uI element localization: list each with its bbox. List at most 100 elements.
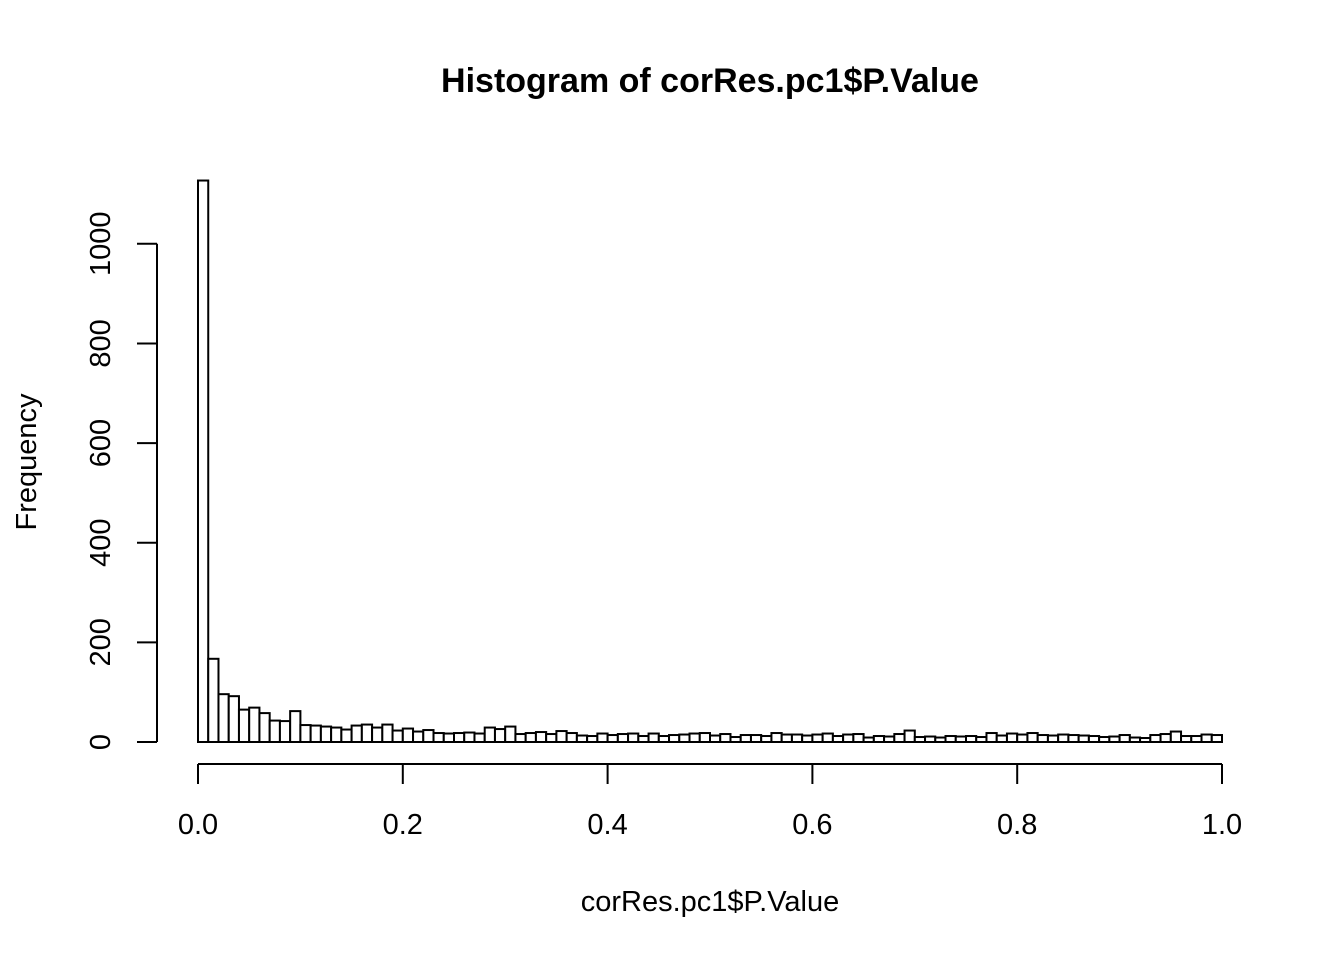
histogram-bar [801, 734, 814, 744]
histogram-bar [483, 726, 496, 743]
histogram-bar [934, 736, 947, 744]
histogram-bar [1169, 730, 1183, 743]
histogram-bar [586, 735, 599, 744]
histogram-bar [575, 734, 589, 744]
histogram-bar [1026, 732, 1039, 744]
histogram-bar [1118, 734, 1131, 744]
histogram-bar [975, 736, 988, 744]
histogram-bar [596, 732, 609, 744]
histogram-bar [1036, 734, 1049, 744]
histogram-bar [1159, 733, 1172, 744]
histogram-bar [657, 735, 671, 744]
histogram-bar [1200, 733, 1213, 744]
histogram-bar [1190, 735, 1203, 744]
histogram-bar [637, 735, 650, 744]
x-axis: 0.0 0.2 0.4 0.6 0.8 1.0 [178, 763, 1242, 841]
histogram-bar [913, 736, 927, 744]
histogram-bar [227, 695, 240, 743]
histogram-bar [432, 732, 445, 744]
histogram-bar [309, 724, 322, 743]
histogram-bar [330, 726, 343, 743]
histogram-bar [401, 727, 415, 743]
histogram-bar [555, 730, 568, 743]
x-tick-label: 0.2 [383, 809, 423, 841]
histogram-bar [504, 725, 517, 743]
histogram-bar [524, 732, 537, 744]
histogram-bar [985, 732, 998, 744]
histogram-bar [698, 732, 712, 744]
y-tick-label: 0 [85, 734, 117, 750]
histogram-bar [770, 732, 783, 744]
histogram-bar [493, 728, 507, 743]
histogram-bar [1005, 732, 1019, 744]
histogram-bar [534, 731, 548, 743]
x-tick-label: 0.4 [587, 809, 627, 841]
y-tick-label: 400 [85, 519, 117, 567]
histogram-bar [709, 734, 722, 744]
histogram-bar [842, 733, 855, 744]
histogram-bar [1180, 735, 1193, 744]
histogram-bar [780, 733, 793, 744]
histogram-bar [739, 734, 752, 744]
histogram-bar [729, 736, 742, 744]
histogram-bar [1210, 734, 1224, 744]
histogram-bar [1098, 736, 1111, 744]
histogram-bar [1057, 733, 1070, 744]
histogram-bar [371, 726, 384, 743]
histogram-bar [1108, 735, 1121, 744]
histogram-bar [954, 735, 968, 744]
histogram-bar [1087, 735, 1101, 744]
histogram-bar [1016, 733, 1029, 744]
histogram-bar [862, 736, 875, 744]
y-tick-label: 800 [85, 319, 117, 367]
histogram-bar [248, 706, 261, 743]
x-tick-label: 1.0 [1202, 809, 1242, 841]
histogram-bar [760, 735, 773, 744]
histogram-bar [545, 733, 558, 744]
histogram-bar [719, 733, 732, 744]
histogram-bar [463, 731, 476, 744]
histogram-bar [453, 732, 466, 744]
x-tick-label: 0.0 [178, 809, 218, 841]
histogram-bar [1149, 734, 1162, 744]
histogram-bar [350, 724, 363, 743]
histogram-bar [606, 734, 619, 744]
histogram-bar [473, 732, 486, 744]
histogram-bar [391, 729, 404, 743]
histogram-bar [872, 735, 886, 744]
histogram-bar [565, 732, 578, 744]
histogram-bar [340, 728, 353, 743]
histogram-bar [514, 733, 527, 744]
y-tick-label: 200 [85, 618, 117, 666]
x-tick-label: 0.6 [792, 809, 832, 841]
histogram-bar [422, 729, 435, 743]
histogram-bar [831, 735, 845, 744]
histogram-bar [965, 735, 978, 744]
histogram-bar [852, 733, 865, 744]
histogram-bar [893, 733, 906, 744]
x-tick-label: 0.8 [997, 809, 1037, 841]
histogram-bar [1067, 734, 1080, 744]
histogram-bar [381, 723, 394, 743]
histogram-bar [258, 712, 271, 743]
histogram-bar [749, 734, 763, 744]
histogram-bar [995, 734, 1008, 744]
histogram-bar [197, 179, 210, 743]
histogram-bar [647, 732, 660, 744]
histogram-bar [412, 730, 425, 743]
histogram-bar [883, 735, 896, 744]
histogram-bar [790, 733, 804, 744]
histogram-bar [616, 733, 630, 744]
chart-title: Histogram of corRes.pc1$P.Value [441, 62, 979, 100]
histogram-bar [1077, 734, 1090, 744]
histogram-bar [360, 723, 374, 743]
histogram-bar [1128, 736, 1142, 744]
histogram-bar [821, 732, 834, 744]
y-axis-label: Frequency [11, 393, 43, 531]
histogram-bar [442, 732, 456, 744]
histogram-bar [903, 729, 916, 743]
histogram-bar [688, 732, 701, 744]
histogram-bar [1139, 737, 1152, 744]
histogram-bar [1046, 734, 1060, 744]
